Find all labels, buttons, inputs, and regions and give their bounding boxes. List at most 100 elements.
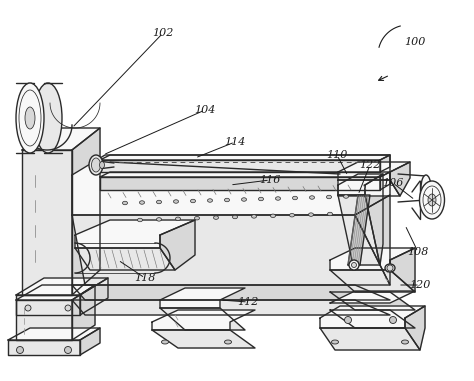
Polygon shape bbox=[320, 328, 420, 350]
Text: 120: 120 bbox=[410, 280, 431, 290]
Polygon shape bbox=[380, 155, 390, 172]
Ellipse shape bbox=[275, 197, 281, 200]
Ellipse shape bbox=[34, 83, 62, 153]
Text: 104: 104 bbox=[194, 105, 216, 115]
Polygon shape bbox=[22, 150, 72, 295]
Ellipse shape bbox=[421, 175, 431, 201]
Ellipse shape bbox=[156, 200, 162, 204]
Polygon shape bbox=[8, 340, 80, 355]
Circle shape bbox=[65, 305, 71, 311]
Polygon shape bbox=[338, 180, 400, 196]
Ellipse shape bbox=[252, 215, 256, 218]
Polygon shape bbox=[160, 308, 245, 330]
Ellipse shape bbox=[173, 200, 179, 203]
Ellipse shape bbox=[162, 340, 168, 344]
Polygon shape bbox=[330, 248, 415, 270]
Circle shape bbox=[352, 263, 356, 267]
Text: 102: 102 bbox=[152, 28, 173, 38]
Ellipse shape bbox=[401, 340, 409, 344]
Polygon shape bbox=[72, 300, 390, 315]
Polygon shape bbox=[365, 174, 383, 265]
Polygon shape bbox=[152, 310, 255, 330]
Polygon shape bbox=[72, 128, 100, 295]
Ellipse shape bbox=[25, 107, 35, 129]
Text: 100: 100 bbox=[404, 37, 426, 47]
Ellipse shape bbox=[327, 195, 331, 199]
Polygon shape bbox=[8, 328, 100, 340]
Circle shape bbox=[390, 317, 396, 323]
Ellipse shape bbox=[208, 199, 212, 202]
Circle shape bbox=[349, 260, 359, 270]
Ellipse shape bbox=[385, 264, 395, 272]
Polygon shape bbox=[390, 248, 415, 292]
Polygon shape bbox=[72, 285, 95, 340]
Ellipse shape bbox=[419, 181, 445, 219]
Polygon shape bbox=[330, 292, 415, 310]
Polygon shape bbox=[80, 278, 108, 315]
Polygon shape bbox=[72, 155, 390, 215]
Text: 114: 114 bbox=[224, 137, 246, 147]
Polygon shape bbox=[160, 220, 195, 270]
Polygon shape bbox=[355, 195, 390, 285]
Text: 116: 116 bbox=[259, 175, 281, 185]
Polygon shape bbox=[160, 288, 245, 308]
Ellipse shape bbox=[241, 198, 246, 201]
Polygon shape bbox=[100, 155, 390, 160]
Ellipse shape bbox=[175, 217, 181, 221]
Polygon shape bbox=[16, 300, 72, 340]
Polygon shape bbox=[330, 291, 415, 303]
Polygon shape bbox=[22, 128, 100, 150]
Polygon shape bbox=[75, 248, 175, 270]
Ellipse shape bbox=[137, 218, 143, 222]
Ellipse shape bbox=[194, 216, 200, 220]
Ellipse shape bbox=[91, 158, 100, 172]
Ellipse shape bbox=[428, 194, 436, 206]
Ellipse shape bbox=[271, 214, 275, 218]
Text: 112: 112 bbox=[237, 297, 259, 307]
Text: 108: 108 bbox=[407, 247, 428, 257]
Ellipse shape bbox=[328, 212, 332, 216]
Polygon shape bbox=[405, 306, 425, 350]
Polygon shape bbox=[72, 215, 390, 285]
Text: 110: 110 bbox=[326, 150, 348, 160]
Ellipse shape bbox=[225, 198, 229, 202]
Text: 122: 122 bbox=[359, 160, 381, 170]
Polygon shape bbox=[100, 177, 380, 190]
Polygon shape bbox=[380, 172, 390, 190]
Ellipse shape bbox=[191, 199, 195, 203]
Ellipse shape bbox=[139, 201, 145, 204]
Circle shape bbox=[25, 305, 31, 311]
Ellipse shape bbox=[225, 340, 231, 344]
Ellipse shape bbox=[310, 196, 315, 199]
Ellipse shape bbox=[100, 162, 104, 168]
Ellipse shape bbox=[89, 155, 103, 175]
Polygon shape bbox=[80, 328, 100, 355]
Ellipse shape bbox=[292, 196, 298, 200]
Ellipse shape bbox=[122, 201, 128, 205]
Polygon shape bbox=[348, 195, 370, 265]
Polygon shape bbox=[320, 306, 425, 328]
Polygon shape bbox=[338, 195, 380, 265]
Ellipse shape bbox=[258, 197, 264, 201]
Text: 118: 118 bbox=[134, 273, 155, 283]
Ellipse shape bbox=[213, 216, 219, 219]
Ellipse shape bbox=[309, 213, 313, 216]
Ellipse shape bbox=[16, 83, 44, 153]
Circle shape bbox=[387, 265, 393, 271]
Polygon shape bbox=[338, 162, 410, 180]
Polygon shape bbox=[16, 295, 80, 315]
Polygon shape bbox=[16, 278, 108, 295]
Circle shape bbox=[17, 346, 24, 354]
Circle shape bbox=[345, 317, 352, 323]
Polygon shape bbox=[100, 172, 390, 177]
Polygon shape bbox=[72, 285, 390, 300]
Polygon shape bbox=[100, 160, 380, 172]
Ellipse shape bbox=[233, 215, 237, 219]
Polygon shape bbox=[75, 220, 195, 248]
Text: 106: 106 bbox=[383, 178, 404, 188]
Ellipse shape bbox=[331, 340, 338, 344]
Polygon shape bbox=[338, 174, 383, 195]
Polygon shape bbox=[390, 162, 410, 196]
Ellipse shape bbox=[344, 195, 348, 198]
Polygon shape bbox=[330, 270, 415, 292]
